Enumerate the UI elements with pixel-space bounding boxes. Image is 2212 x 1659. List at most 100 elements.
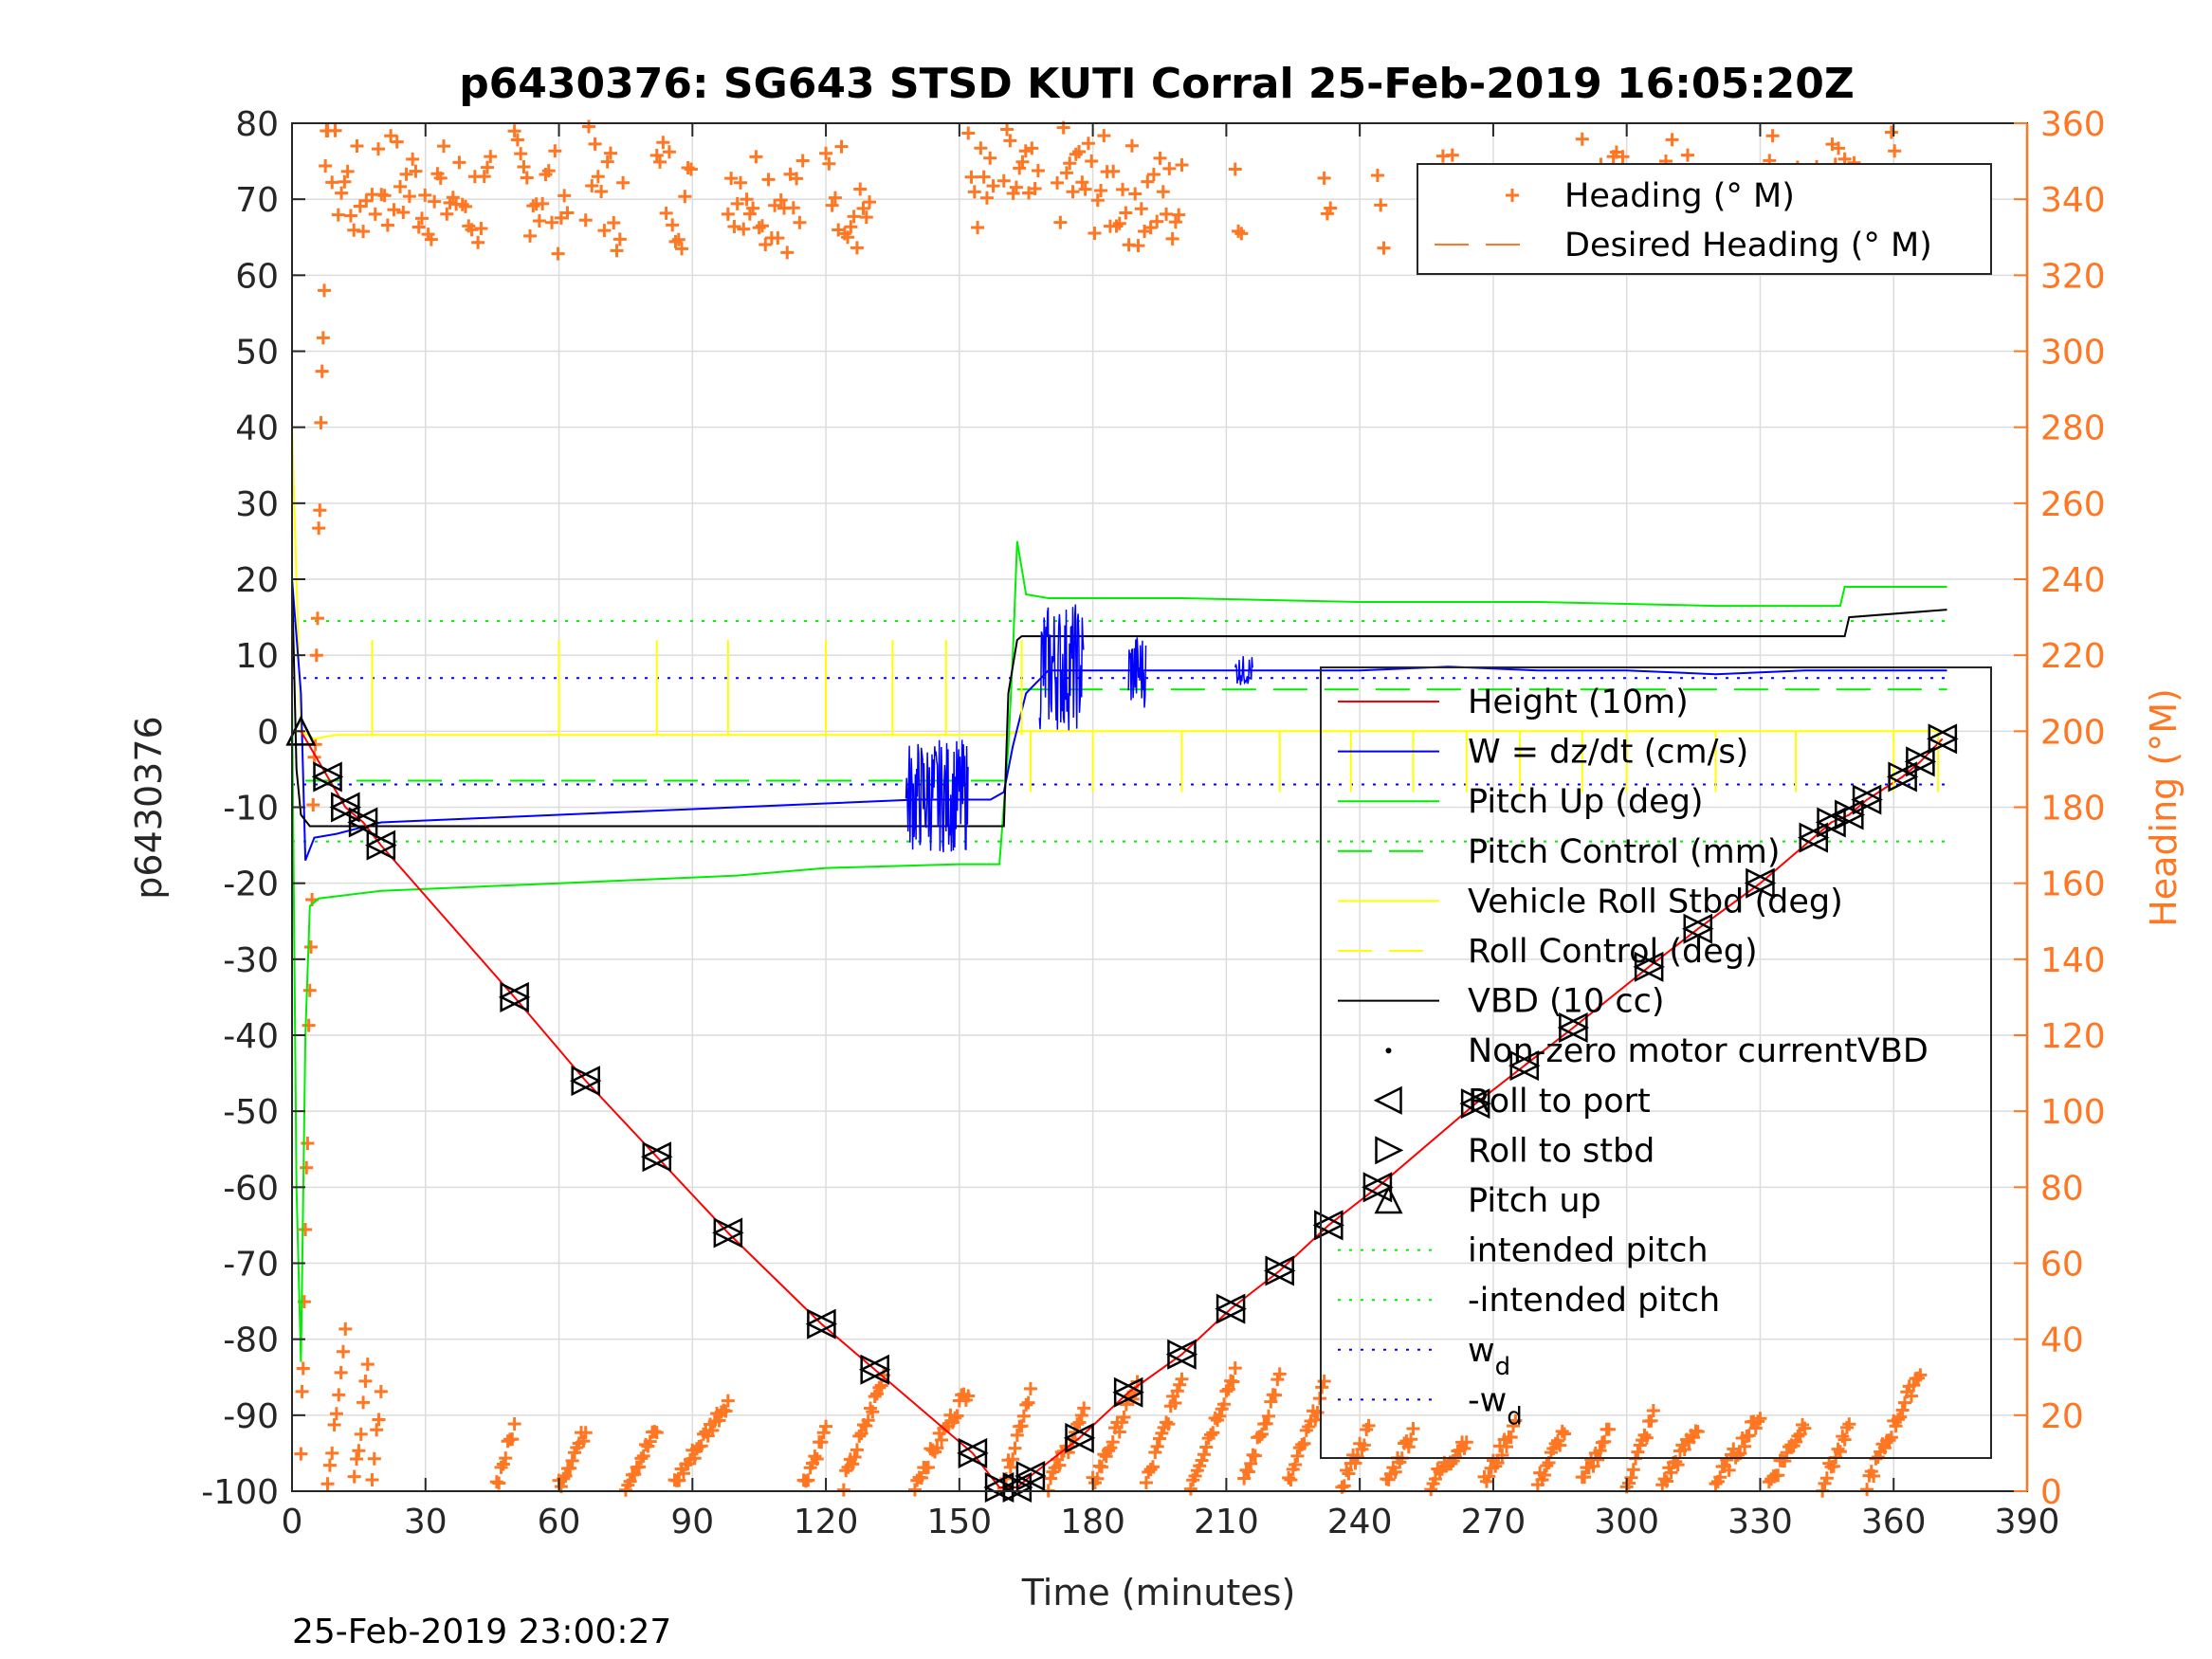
heading-point	[1404, 1432, 1418, 1447]
heading-point	[1106, 164, 1121, 178]
heading-point	[1143, 221, 1158, 235]
heading-point	[1226, 1375, 1240, 1389]
heading-point	[1021, 1395, 1035, 1410]
heading-point	[676, 1467, 690, 1481]
heading-point	[666, 218, 680, 232]
heading-point	[1128, 187, 1143, 201]
x-tick-label: 360	[1861, 1503, 1927, 1541]
legend-main-label: Non-zero motor currentVBD	[1468, 1032, 1929, 1070]
roll-stbd-marker	[1113, 1376, 1144, 1408]
heading-point	[795, 154, 810, 168]
heading-point	[1374, 198, 1388, 212]
heading-point	[507, 1416, 521, 1431]
x-tick-label: 60	[538, 1503, 581, 1541]
heading-point	[1308, 1413, 1323, 1427]
heading-point	[576, 1434, 591, 1449]
heading-point	[964, 170, 978, 184]
heading-point	[1884, 1431, 1898, 1445]
heading-point	[1889, 1419, 1903, 1433]
heading-point	[1217, 1397, 1232, 1412]
heading-point	[1168, 215, 1182, 229]
heading-point	[636, 1449, 650, 1463]
roll-line	[291, 427, 1947, 740]
vbd-line	[291, 578, 1947, 828]
x-axis: 0 30 60 90 120 150 180 210 240 270 300 330 360 390	[282, 123, 2059, 1541]
heading-point	[1254, 1427, 1269, 1441]
heading-point	[380, 218, 394, 232]
heading-point	[819, 146, 833, 160]
roll-stbd-marker	[860, 1354, 891, 1385]
heading-point	[623, 1474, 637, 1488]
heading-point	[372, 142, 386, 156]
heading-point	[1119, 206, 1133, 220]
heading-point	[1072, 145, 1087, 159]
y2-tick-label: 180	[2040, 790, 2106, 829]
heading-point	[1031, 163, 1045, 177]
heading-point	[808, 1449, 822, 1464]
heading-point	[1124, 138, 1139, 153]
heading-point	[578, 213, 593, 228]
legend-main-label: intended pitch	[1468, 1232, 1709, 1270]
heading-point	[1248, 1449, 1262, 1463]
y-tick-label: -40	[223, 1017, 279, 1056]
y-tick-label: -30	[223, 941, 279, 980]
heading-point	[1095, 1460, 1108, 1474]
roll-stbd-marker	[1746, 867, 1777, 899]
heading-point	[979, 191, 994, 205]
heading-point	[1261, 1409, 1275, 1423]
roll-stbd-marker	[1888, 761, 1919, 793]
heading-point	[610, 244, 624, 258]
heading-point	[1877, 1441, 1892, 1455]
heading-point	[687, 1451, 702, 1466]
heading-point	[870, 1387, 885, 1401]
heading-point	[1905, 1389, 1918, 1403]
heading-point	[694, 1439, 708, 1453]
roll-stbd-marker	[1683, 913, 1714, 944]
heading-point	[672, 1473, 686, 1487]
heading-point	[1269, 1388, 1282, 1402]
heading-point	[1244, 1456, 1258, 1470]
y2-tick-label: 80	[2040, 1169, 2084, 1208]
roll-stbd-marker	[1928, 723, 1959, 755]
heading-point	[406, 152, 420, 166]
heading-point	[452, 155, 466, 170]
heading-point	[1139, 1476, 1153, 1490]
heading-point	[314, 415, 328, 429]
x-tick-label: 90	[670, 1503, 714, 1541]
y2-tick-label: 0	[2040, 1473, 2062, 1512]
heading-point	[1315, 1380, 1329, 1395]
heading-point	[649, 1426, 664, 1440]
heading-point	[309, 648, 323, 663]
y2-tick-label: 360	[2040, 105, 2106, 144]
heading-point	[1598, 1434, 1612, 1449]
y2-tick-label: 260	[2040, 485, 2106, 524]
heading-point	[1025, 141, 1039, 155]
heading-point	[810, 1452, 824, 1467]
heading-point	[1015, 1419, 1029, 1433]
heading-point	[303, 939, 318, 954]
heading-point	[374, 1384, 388, 1398]
heading-point	[1713, 1470, 1728, 1485]
heading-point	[1259, 1416, 1273, 1431]
heading-point	[1175, 157, 1189, 172]
y-tick-label: 40	[235, 410, 279, 448]
heading-point	[347, 1469, 361, 1484]
heading-point	[1059, 166, 1073, 180]
heading-point	[399, 167, 413, 181]
heading-point	[514, 147, 528, 161]
heading-point	[983, 151, 997, 165]
heading-point	[1028, 182, 1042, 196]
heading-point	[1010, 1428, 1024, 1442]
heading-point	[632, 1460, 646, 1474]
heading-point	[480, 160, 494, 174]
heading-point	[643, 1434, 657, 1449]
heading-point	[313, 503, 327, 518]
heading-point	[1203, 1428, 1217, 1442]
heading-point	[616, 175, 631, 190]
heading-point	[331, 208, 345, 222]
heading-point	[1290, 1449, 1305, 1463]
heading-point	[1913, 1368, 1928, 1382]
heading-point	[1168, 1395, 1182, 1410]
heading-point	[329, 1407, 343, 1421]
